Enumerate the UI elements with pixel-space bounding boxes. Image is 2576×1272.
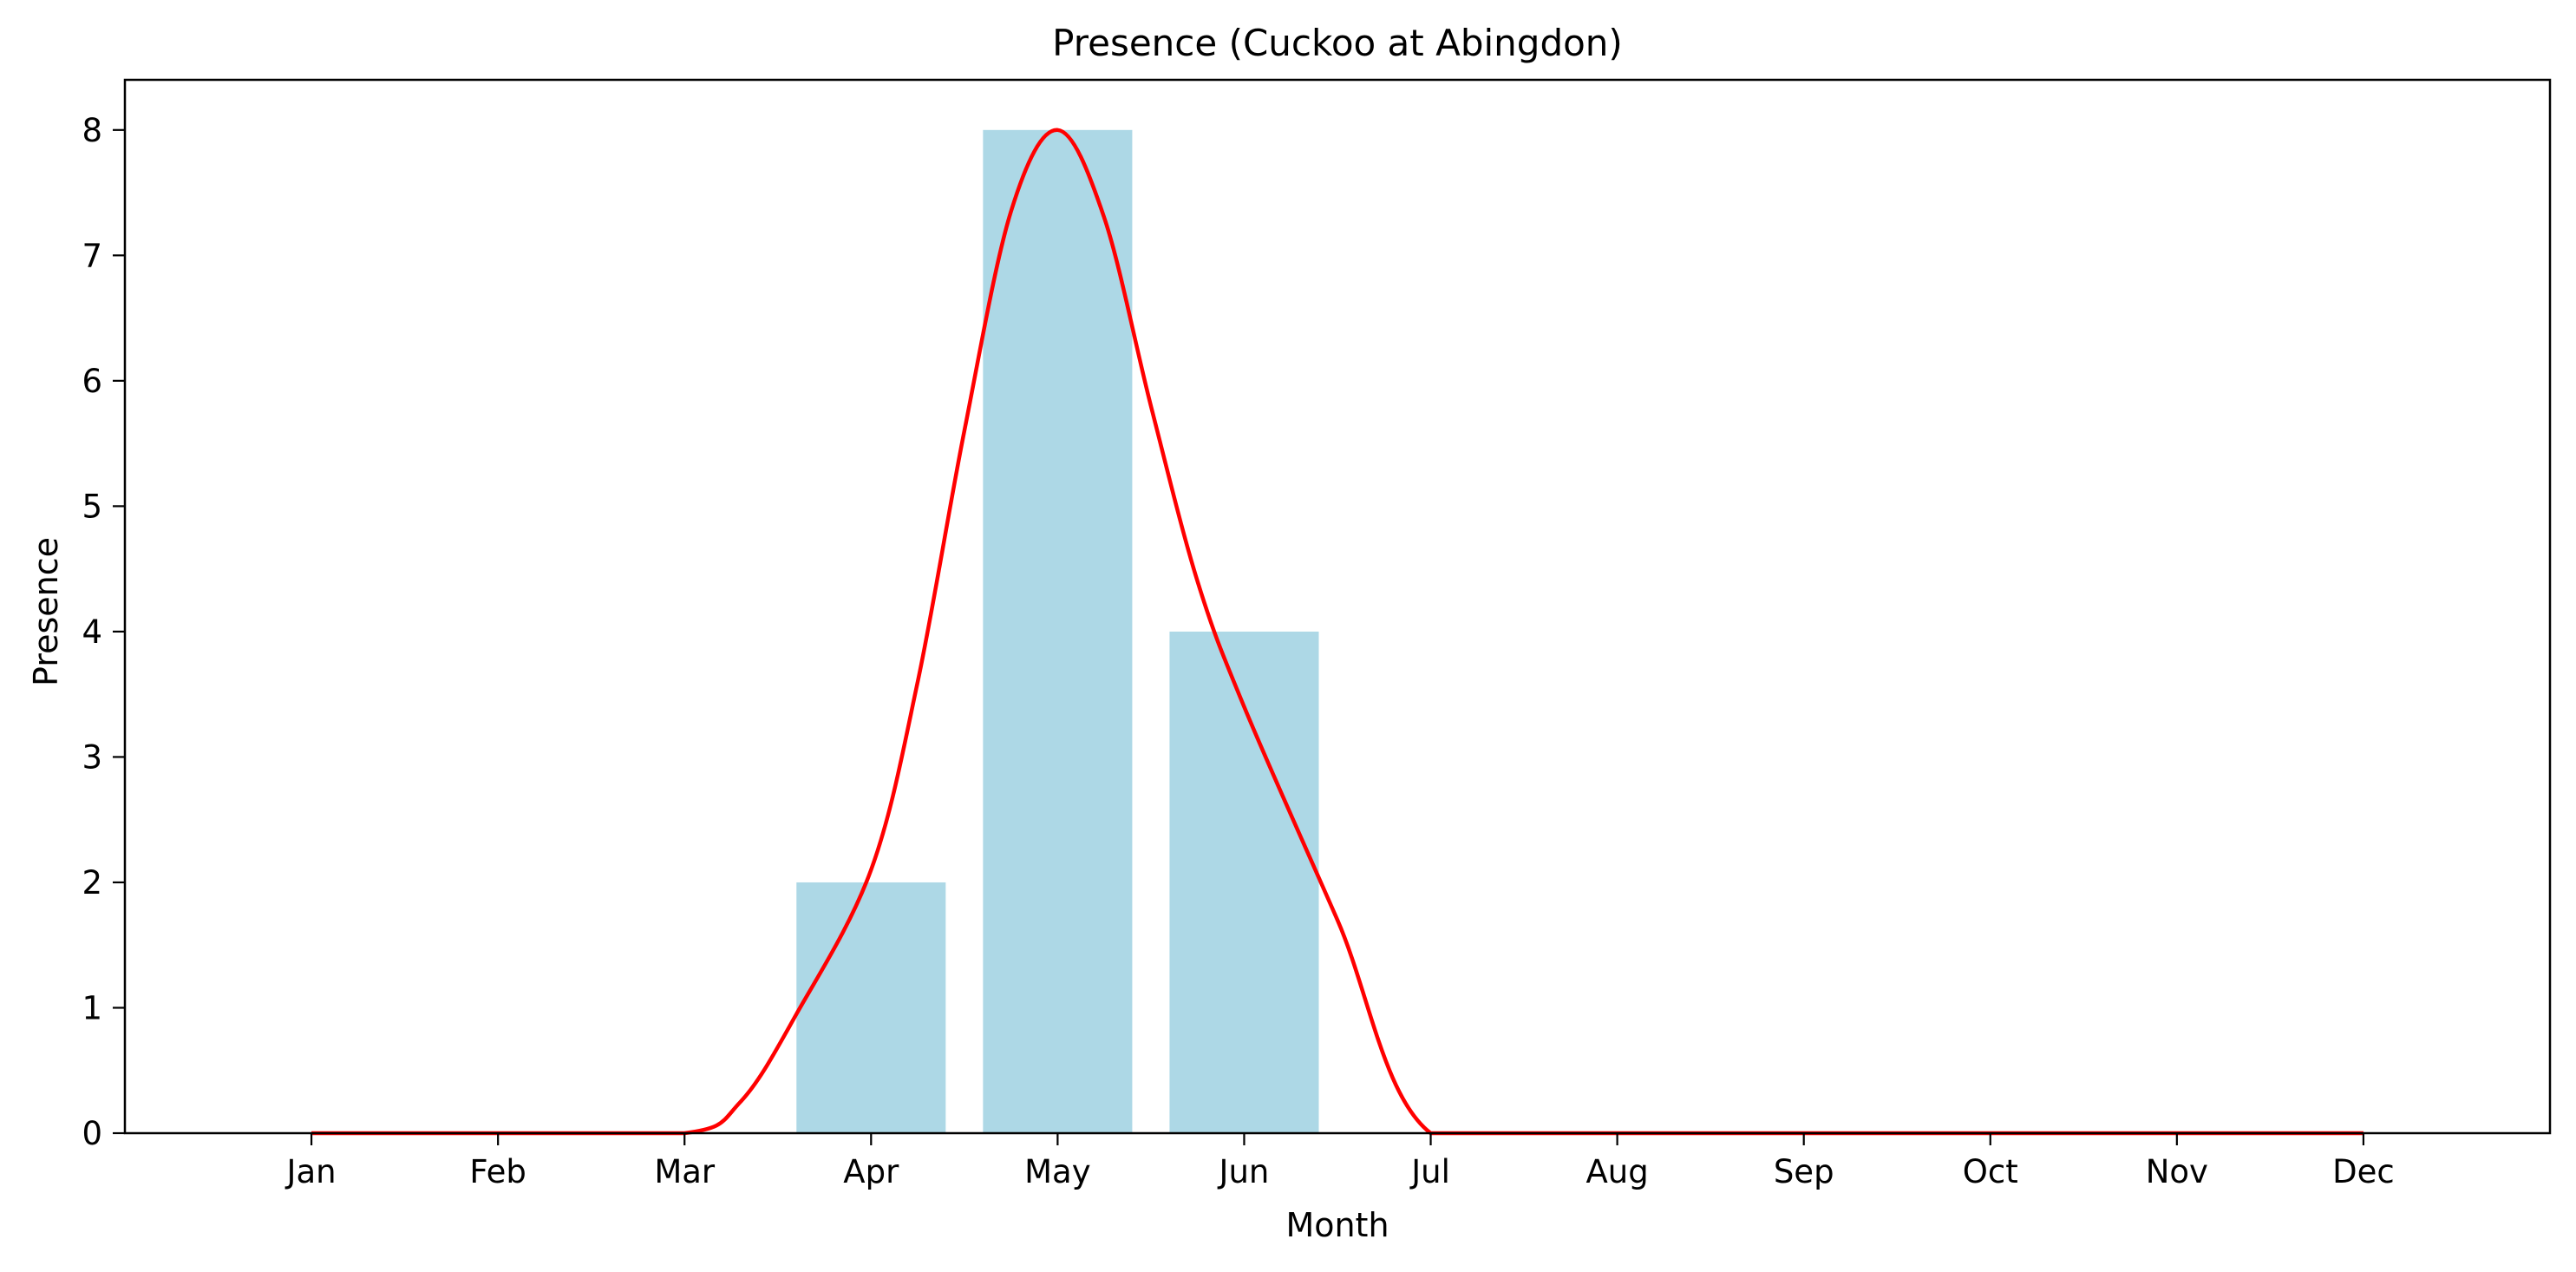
x-tick-label-feb: Feb bbox=[469, 1153, 526, 1190]
y-tick-label-2: 2 bbox=[82, 864, 102, 902]
x-tick-label-may: May bbox=[1024, 1153, 1091, 1190]
x-tick-label-nov: Nov bbox=[2146, 1153, 2208, 1190]
x-axis-label: Month bbox=[1285, 1206, 1389, 1244]
x-tick-label-oct: Oct bbox=[1963, 1153, 2018, 1190]
y-tick-label-0: 0 bbox=[82, 1115, 102, 1152]
y-tick-label-8: 8 bbox=[82, 112, 102, 149]
y-tick-label-6: 6 bbox=[82, 363, 102, 400]
plot-frame bbox=[123, 78, 2552, 1135]
x-tick-label-dec: Dec bbox=[2332, 1153, 2395, 1190]
bar-jun bbox=[1169, 631, 1319, 1133]
x-tick-label-jul: Jul bbox=[1409, 1153, 1450, 1190]
x-tick-label-aug: Aug bbox=[1585, 1153, 1648, 1190]
chart-title: Presence (Cuckoo at Abingdon) bbox=[1052, 22, 1623, 64]
x-tick-label-apr: Apr bbox=[843, 1153, 899, 1190]
y-tick-label-5: 5 bbox=[82, 488, 102, 525]
bar-apr bbox=[796, 882, 946, 1133]
x-tick-label-jan: Jan bbox=[285, 1153, 337, 1190]
y-tick-label-1: 1 bbox=[82, 989, 102, 1026]
trend-line bbox=[311, 128, 2364, 1136]
x-tick-label-mar: Mar bbox=[654, 1153, 716, 1190]
plot-area: Jan Feb Mar Apr May Jun Jul Aug Sep Oct Nov Dec 0 1 2 3… bbox=[82, 78, 2552, 1190]
y-tick-label-7: 7 bbox=[82, 237, 102, 274]
y-tick-label-3: 3 bbox=[82, 738, 102, 776]
y-tick-label-4: 4 bbox=[82, 613, 102, 651]
y-axis-label: Presence bbox=[27, 537, 65, 686]
x-tick-label-sep: Sep bbox=[1774, 1153, 1834, 1190]
x-tick-label-jun: Jun bbox=[1218, 1153, 1270, 1190]
bar-may bbox=[983, 129, 1133, 1133]
